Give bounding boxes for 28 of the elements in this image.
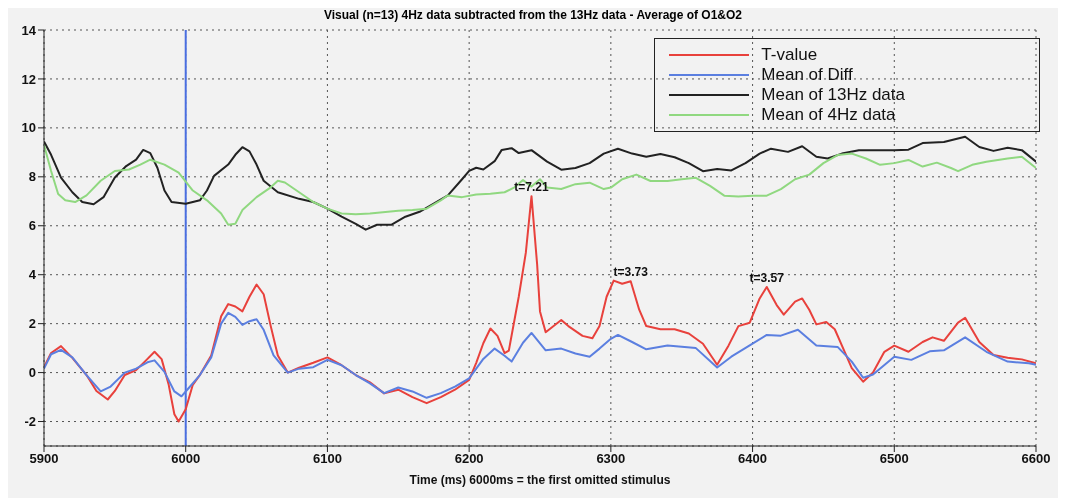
annotation: t=7.21: [514, 180, 549, 195]
x-tick-label: 6200: [454, 451, 484, 467]
line-series: [44, 311, 1036, 399]
y-tick-label: 0: [28, 365, 36, 381]
y-tick-label: 4: [28, 267, 37, 283]
x-tick-label: 6300: [596, 451, 626, 467]
y-tick-label: 6: [28, 218, 36, 234]
x-tick-label: 6000: [171, 451, 201, 467]
x-tick-label: 6500: [879, 451, 909, 467]
y-tick-label: 14: [21, 22, 37, 38]
legend-label: Mean of 4Hz data: [761, 105, 897, 125]
x-axis-title: Time (ms) 6000ms = the first omitted stimulus: [409, 473, 671, 487]
legend-label: Mean of Diff: [761, 65, 854, 85]
x-tick-label: 6600: [1021, 451, 1051, 467]
y-tick-label: -2: [24, 414, 36, 430]
line-series: [44, 195, 1036, 423]
y-tick-label: 8: [28, 169, 36, 185]
y-tick-label: 2: [28, 316, 36, 332]
legend-label: T-value: [761, 45, 819, 65]
y-tick-label: 12: [21, 71, 36, 87]
x-tick-label: 5900: [29, 451, 59, 467]
legend-label: Mean of 13Hz data: [761, 85, 906, 105]
x-tick-label: 6100: [312, 451, 342, 467]
annotation: t=3.57: [749, 270, 785, 285]
y-tick-label: 10: [21, 120, 36, 136]
chart-title: Visual (n=13) 4Hz data subtracted from the 13Hz data - Average of O1&O2: [323, 8, 743, 22]
x-tick-label: 6400: [738, 451, 768, 467]
annotation: t=3.73: [613, 265, 649, 280]
